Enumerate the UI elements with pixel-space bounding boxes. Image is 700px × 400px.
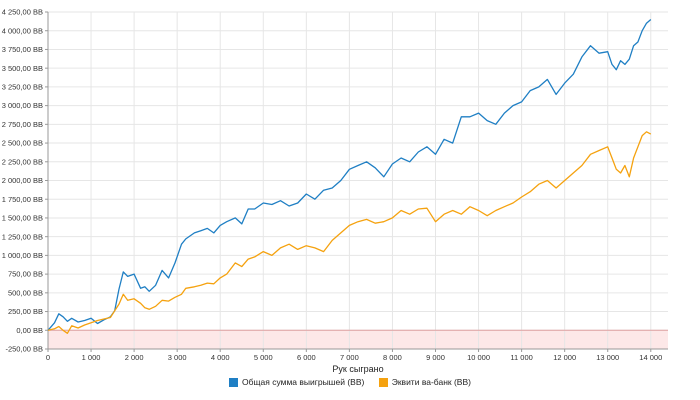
x-tick-label: 3 000 — [168, 353, 187, 362]
y-tick-label: 4 250,00 BB — [2, 8, 43, 17]
y-tick-label: 750,00 BB — [8, 270, 43, 279]
x-tick-label: 0 — [46, 353, 50, 362]
x-axis-label: Рук сыграно — [332, 364, 383, 374]
y-tick-label: 250,00 BB — [8, 307, 43, 316]
y-tick-label: 1 750,00 BB — [2, 195, 43, 204]
x-tick-label: 1 000 — [82, 353, 101, 362]
y-tick-label: 1 250,00 BB — [2, 232, 43, 241]
x-tick-label: 5 000 — [254, 353, 273, 362]
y-tick-label: 0,00 BB — [16, 326, 43, 335]
x-tick-label: 10 000 — [467, 353, 490, 362]
y-tick-label: 1 000,00 BB — [2, 251, 43, 260]
x-tick-label: 14 000 — [639, 353, 662, 362]
x-axis-ticks: 0 1 000 2 000 3 000 4 000 5 000 6 000 7 000 8 00… — [46, 349, 662, 362]
x-tick-label: 13 000 — [596, 353, 619, 362]
x-tick-label: 7 000 — [340, 353, 359, 362]
legend-swatch-blue — [229, 377, 239, 387]
x-tick-label: 8 000 — [383, 353, 402, 362]
y-tick-label: 1 500,00 BB — [2, 214, 43, 223]
y-tick-label: 3 250,00 BB — [2, 82, 43, 91]
negative-region — [48, 330, 668, 349]
x-tick-label: 6 000 — [297, 353, 316, 362]
x-tick-label: 4 000 — [211, 353, 230, 362]
y-tick-label: 3 500,00 BB — [2, 64, 43, 73]
y-axis-ticks: 4 250,00 BB 4 000,00 BB 3 750,00 BB 3 500,0… — [2, 8, 48, 354]
legend-label-total-winnings: Общая сумма выигрышей (BB) — [242, 377, 365, 387]
legend: Общая сумма выигрышей (BB) Эквити ва-бан… — [0, 377, 700, 389]
x-tick-label: 9 000 — [426, 353, 445, 362]
legend-item-total-winnings[interactable]: Общая сумма выигрышей (BB) — [229, 377, 364, 387]
series-line-allin-equity — [47, 131, 652, 334]
y-tick-label: 2 000,00 BB — [2, 176, 43, 185]
legend-item-allin-equity[interactable]: Эквити ва-банк (BB) — [378, 377, 471, 387]
x-tick-label: 11 000 — [510, 353, 532, 362]
x-tick-label: 2 000 — [125, 353, 144, 362]
series-line-total-winnings — [47, 19, 652, 331]
series-lines — [47, 19, 652, 334]
y-tick-label: 3 750,00 BB — [2, 45, 43, 54]
y-tick-label: 4 000,00 BB — [2, 26, 43, 35]
legend-swatch-orange — [378, 377, 388, 387]
y-tick-label: 2 500,00 BB — [2, 139, 43, 148]
y-tick-label: 2 750,00 BB — [2, 120, 43, 129]
y-tick-label: -250,00 BB — [5, 345, 43, 354]
y-tick-label: 500,00 BB — [8, 288, 43, 297]
y-tick-label: 3 000,00 BB — [2, 101, 43, 110]
legend-label-allin-equity: Эквити ва-банк (BB) — [391, 377, 471, 387]
y-tick-label: 2 250,00 BB — [2, 157, 43, 166]
x-tick-label: 12 000 — [553, 353, 576, 362]
